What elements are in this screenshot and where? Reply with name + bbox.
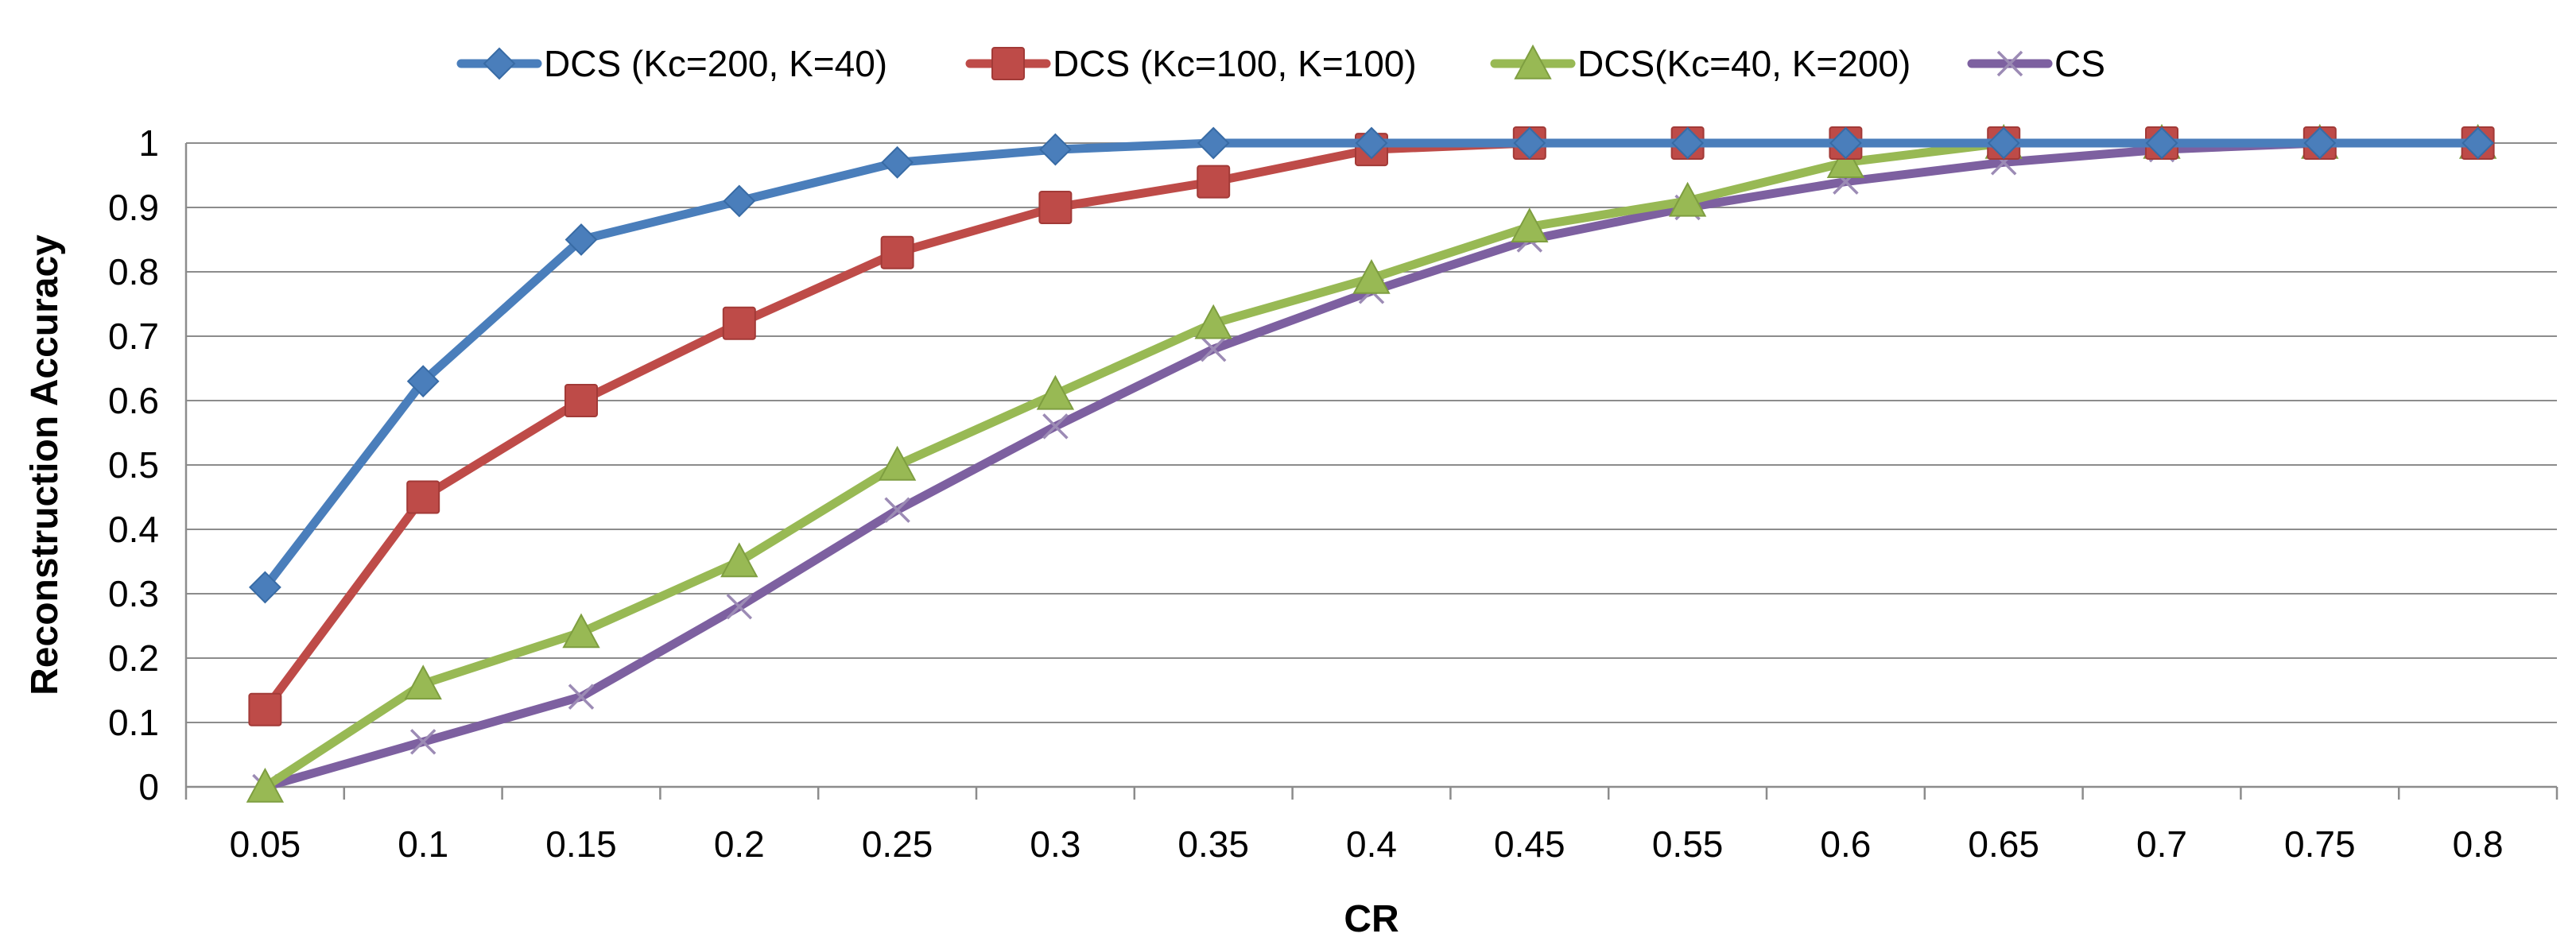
data-point	[564, 384, 598, 417]
x-tick-label: 0.15	[545, 823, 617, 865]
data-point	[409, 729, 436, 755]
data-point	[406, 480, 440, 514]
y-tick-label: 0	[138, 766, 159, 808]
y-tick-label: 0.1	[108, 702, 159, 743]
data-point	[1036, 374, 1075, 410]
y-tick-label: 0.3	[108, 573, 159, 614]
data-point	[880, 235, 914, 269]
legend-marker	[1514, 44, 1552, 79]
data-point	[2145, 126, 2178, 160]
data-point	[404, 664, 442, 700]
data-point	[1042, 413, 1069, 440]
x-tick-label: 0.6	[1820, 823, 1871, 865]
data-point	[1826, 143, 1865, 178]
data-point	[1355, 126, 1388, 160]
series-0	[248, 126, 2495, 604]
data-point	[1671, 126, 1705, 160]
x-tick-label: 0.55	[1652, 823, 1724, 865]
data-point	[1511, 207, 1549, 242]
data-point	[1829, 126, 1862, 160]
legend-entry: DCS(Kc=40, K=200)	[1490, 43, 1911, 84]
x-tick-label: 0.3	[1030, 823, 1080, 865]
x-tick-label: 0.4	[1346, 823, 1397, 865]
x-tick-label: 0.05	[230, 823, 301, 865]
x-tick-label: 0.75	[2284, 823, 2356, 865]
x-tick-label: 0.1	[398, 823, 448, 865]
data-point	[1038, 191, 1073, 224]
y-tick-label: 0.2	[108, 637, 159, 679]
data-point	[246, 767, 285, 803]
data-point	[720, 542, 758, 578]
data-point	[2303, 126, 2337, 160]
data-point	[1194, 304, 1232, 339]
data-point	[2462, 126, 2495, 160]
series-line	[260, 138, 2483, 592]
y-tick-label: 0.6	[108, 380, 159, 421]
legend-label: DCS(Kc=40, K=200)	[1577, 43, 1911, 84]
data-point	[1197, 165, 1231, 199]
x-tick-label: 0.65	[1968, 823, 2039, 865]
data-point	[1197, 126, 1230, 160]
x-tick-label: 0.45	[1494, 823, 1565, 865]
x-tick-label: 0.7	[2136, 823, 2187, 865]
data-point	[1668, 181, 1707, 217]
axes: 0 0.1 0.2 0.3 0.4 0.5 0.6 0.7 0.8 0.9 1 0.05 0.1 0.15…	[108, 122, 2559, 865]
data-point	[722, 306, 756, 340]
legend-label: CS	[2054, 43, 2105, 84]
data-point	[564, 223, 598, 256]
legend-entry: DCS (Kc=100, K=100)	[965, 43, 1417, 84]
y-tick-label: 0.7	[108, 316, 159, 357]
data-point	[723, 184, 756, 218]
x-tick-label: 0.25	[862, 823, 933, 865]
x-tick-label: 0.2	[714, 823, 765, 865]
y-tick-label: 1	[138, 122, 159, 164]
legend-marker	[991, 47, 1025, 80]
legend-marker	[483, 47, 516, 80]
data-point	[1352, 258, 1391, 294]
y-tick-label: 0.5	[108, 444, 159, 486]
data-point	[406, 365, 440, 398]
data-point	[1200, 335, 1227, 362]
y-tick-label: 0.9	[108, 187, 159, 228]
legend-marker	[1996, 50, 2023, 77]
data-point	[726, 593, 753, 620]
data-point	[562, 613, 600, 649]
legend: DCS (Kc=200, K=40) DCS (Kc=100, K=100) DCS…	[456, 43, 2105, 84]
data-point	[881, 145, 914, 179]
series-group	[246, 123, 2497, 803]
data-point	[248, 692, 282, 726]
data-point	[1513, 126, 1546, 160]
legend-label: DCS (Kc=200, K=40)	[544, 43, 887, 84]
x-axis-title: CR	[1344, 898, 1399, 940]
legend-entry: DCS (Kc=200, K=40)	[456, 43, 887, 84]
y-tick-label: 0.4	[108, 509, 159, 550]
legend-entry: CS	[1967, 43, 2105, 84]
y-tick-label: 0.8	[108, 251, 159, 292]
data-point	[878, 445, 917, 481]
legend-label: DCS (Kc=100, K=100)	[1053, 43, 1417, 84]
data-point	[884, 497, 910, 523]
gridlines	[186, 142, 2557, 788]
x-tick-label: 0.8	[2453, 823, 2504, 865]
x-tick-label: 0.35	[1177, 823, 1249, 865]
data-point	[1987, 126, 2020, 160]
data-point	[248, 571, 281, 604]
data-point	[1038, 133, 1072, 166]
data-point	[568, 684, 595, 710]
y-axis-title: Reconstruction Accuracy	[24, 234, 66, 695]
